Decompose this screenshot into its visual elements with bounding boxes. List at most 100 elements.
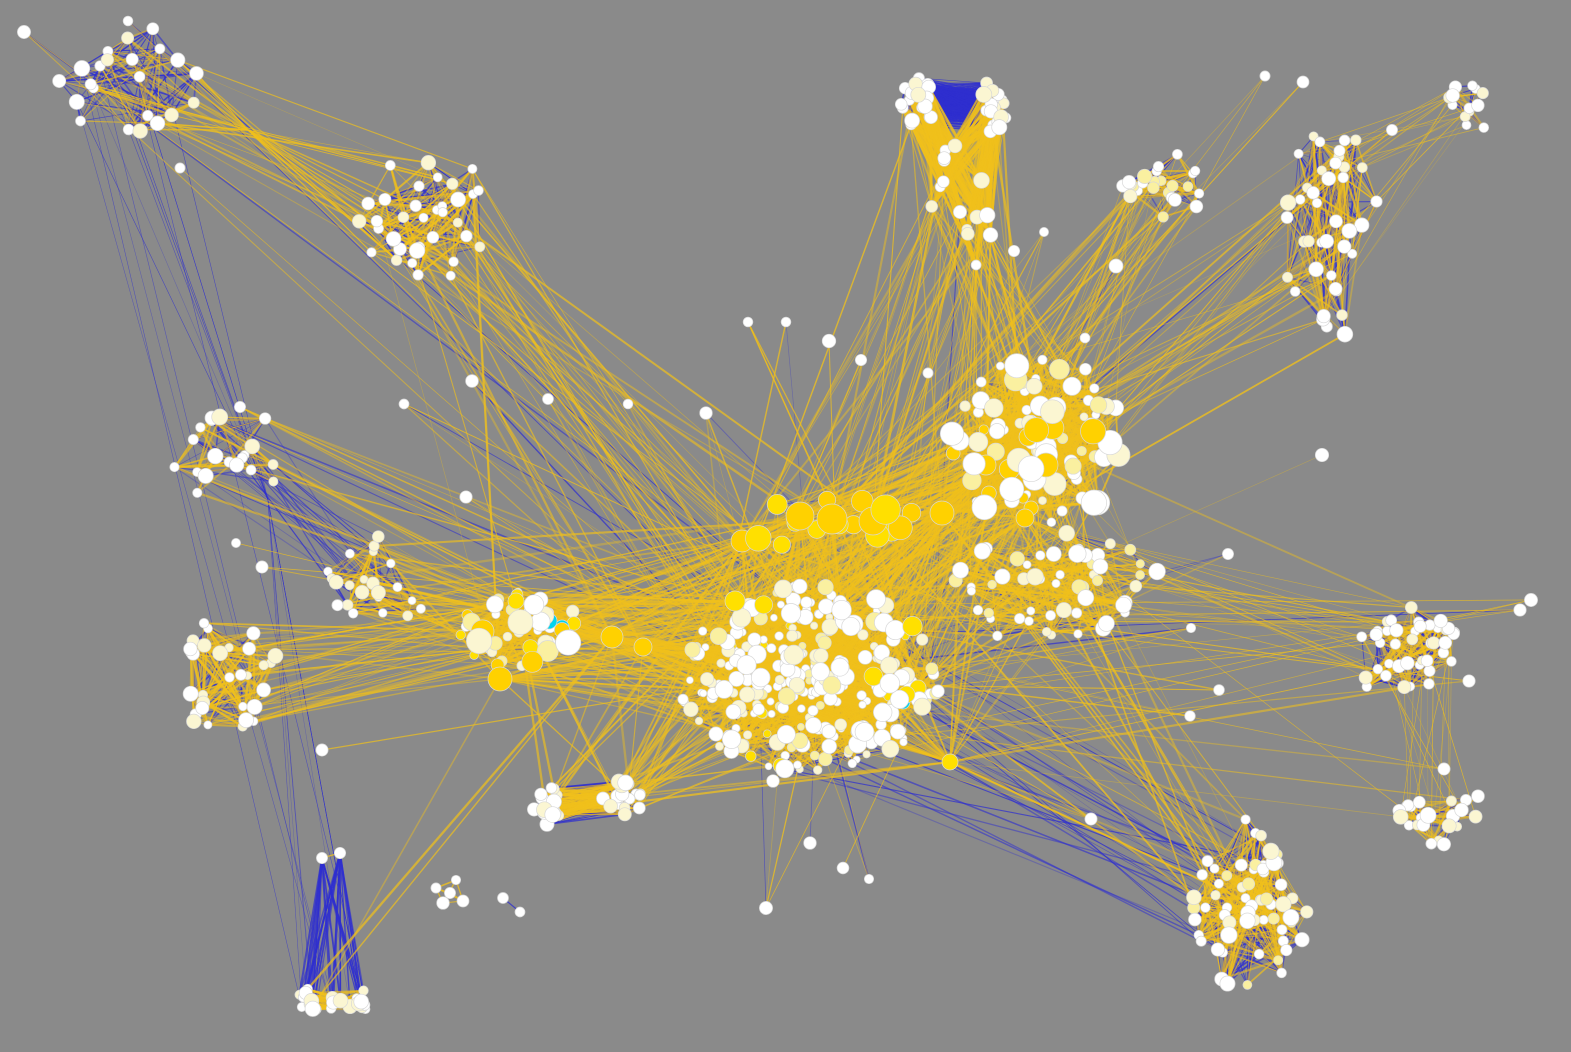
graph-node[interactable] bbox=[880, 656, 899, 675]
graph-node[interactable] bbox=[169, 462, 180, 473]
graph-node[interactable] bbox=[1182, 181, 1194, 192]
graph-node[interactable] bbox=[1253, 948, 1265, 960]
graph-node[interactable] bbox=[1423, 678, 1435, 690]
graph-node[interactable] bbox=[1341, 223, 1358, 239]
graph-node[interactable] bbox=[776, 724, 796, 744]
graph-node[interactable] bbox=[1358, 670, 1373, 685]
graph-node[interactable] bbox=[446, 177, 459, 190]
graph-node[interactable] bbox=[715, 741, 724, 751]
graph-node[interactable] bbox=[617, 774, 634, 791]
graph-node[interactable] bbox=[224, 672, 235, 683]
graph-node[interactable] bbox=[780, 316, 792, 328]
graph-node[interactable] bbox=[17, 25, 31, 39]
graph-node[interactable] bbox=[1336, 309, 1348, 321]
graph-node[interactable] bbox=[973, 172, 990, 189]
graph-node[interactable] bbox=[1045, 546, 1062, 562]
graph-node[interactable] bbox=[904, 112, 920, 129]
graph-node[interactable] bbox=[258, 660, 269, 671]
graph-node[interactable] bbox=[426, 231, 440, 244]
graph-node[interactable] bbox=[817, 635, 832, 650]
graph-node[interactable] bbox=[925, 200, 938, 213]
graph-node[interactable] bbox=[1172, 148, 1183, 160]
graph-node[interactable] bbox=[234, 401, 246, 413]
graph-node[interactable] bbox=[1314, 136, 1326, 148]
graph-node[interactable] bbox=[164, 107, 179, 123]
graph-node[interactable] bbox=[813, 648, 829, 664]
graph-node[interactable] bbox=[1438, 635, 1453, 650]
graph-node[interactable] bbox=[793, 760, 802, 770]
graph-node[interactable] bbox=[1446, 656, 1457, 667]
graph-node[interactable] bbox=[889, 723, 906, 740]
graph-node[interactable] bbox=[1336, 325, 1354, 343]
graph-node[interactable] bbox=[1413, 619, 1427, 633]
graph-node[interactable] bbox=[1092, 558, 1109, 575]
graph-node[interactable] bbox=[1468, 809, 1483, 824]
graph-node[interactable] bbox=[1356, 162, 1368, 173]
graph-node[interactable] bbox=[774, 631, 784, 641]
graph-node[interactable] bbox=[1129, 579, 1143, 593]
graph-node[interactable] bbox=[1445, 88, 1460, 103]
graph-node[interactable] bbox=[523, 594, 545, 615]
graph-node[interactable] bbox=[1423, 664, 1436, 677]
graph-node[interactable] bbox=[189, 66, 204, 81]
graph-node[interactable] bbox=[774, 674, 785, 685]
graph-node[interactable] bbox=[847, 758, 857, 769]
graph-node[interactable] bbox=[931, 684, 945, 698]
graph-node[interactable] bbox=[600, 625, 624, 649]
graph-node[interactable] bbox=[716, 658, 726, 668]
graph-node[interactable] bbox=[174, 162, 186, 174]
graph-node[interactable] bbox=[466, 627, 493, 654]
graph-node[interactable] bbox=[788, 676, 806, 694]
graph-node[interactable] bbox=[555, 629, 582, 656]
graph-node[interactable] bbox=[1080, 489, 1107, 516]
graph-node[interactable] bbox=[973, 542, 991, 560]
graph-node[interactable] bbox=[916, 633, 929, 646]
graph-node[interactable] bbox=[52, 74, 67, 88]
graph-node[interactable] bbox=[922, 367, 934, 379]
graph-node[interactable] bbox=[700, 672, 715, 687]
graph-node[interactable] bbox=[1026, 606, 1036, 616]
graph-node[interactable] bbox=[783, 644, 804, 666]
graph-node[interactable] bbox=[810, 621, 819, 630]
graph-node[interactable] bbox=[785, 501, 815, 531]
graph-node[interactable] bbox=[366, 247, 377, 258]
graph-node[interactable] bbox=[1412, 795, 1426, 809]
graph-node[interactable] bbox=[1147, 181, 1160, 194]
graph-node[interactable] bbox=[1338, 134, 1351, 147]
graph-node[interactable] bbox=[792, 578, 808, 595]
graph-node[interactable] bbox=[497, 892, 509, 904]
graph-node[interactable] bbox=[1328, 281, 1343, 296]
graph-node[interactable] bbox=[1337, 239, 1352, 254]
graph-node[interactable] bbox=[354, 585, 370, 600]
graph-node[interactable] bbox=[1406, 633, 1419, 646]
graph-node[interactable] bbox=[187, 434, 199, 445]
graph-node[interactable] bbox=[1397, 680, 1412, 695]
graph-node[interactable] bbox=[68, 93, 85, 110]
graph-node[interactable] bbox=[1014, 613, 1026, 625]
graph-node[interactable] bbox=[772, 535, 791, 554]
graph-node[interactable] bbox=[258, 412, 272, 425]
graph-node[interactable] bbox=[1471, 789, 1485, 803]
graph-node[interactable] bbox=[1157, 211, 1169, 223]
graph-node[interactable] bbox=[841, 616, 861, 637]
graph-node[interactable] bbox=[975, 86, 993, 103]
graph-node[interactable] bbox=[803, 836, 817, 850]
graph-node[interactable] bbox=[459, 490, 473, 504]
graph-node[interactable] bbox=[1055, 602, 1072, 619]
graph-node[interactable] bbox=[1420, 654, 1434, 667]
graph-node[interactable] bbox=[1524, 593, 1538, 607]
graph-node[interactable] bbox=[1280, 944, 1293, 957]
graph-node[interactable] bbox=[1300, 905, 1314, 919]
graph-node[interactable] bbox=[818, 598, 835, 615]
graph-node[interactable] bbox=[1007, 244, 1021, 258]
graph-node[interactable] bbox=[775, 759, 795, 779]
graph-node[interactable] bbox=[1089, 383, 1100, 394]
graph-node[interactable] bbox=[994, 568, 1011, 585]
graph-node[interactable] bbox=[1166, 179, 1179, 192]
graph-node[interactable] bbox=[1062, 376, 1082, 396]
graph-node[interactable] bbox=[448, 256, 459, 267]
graph-node[interactable] bbox=[634, 789, 646, 801]
graph-node[interactable] bbox=[1115, 596, 1132, 614]
graph-node[interactable] bbox=[413, 180, 425, 192]
